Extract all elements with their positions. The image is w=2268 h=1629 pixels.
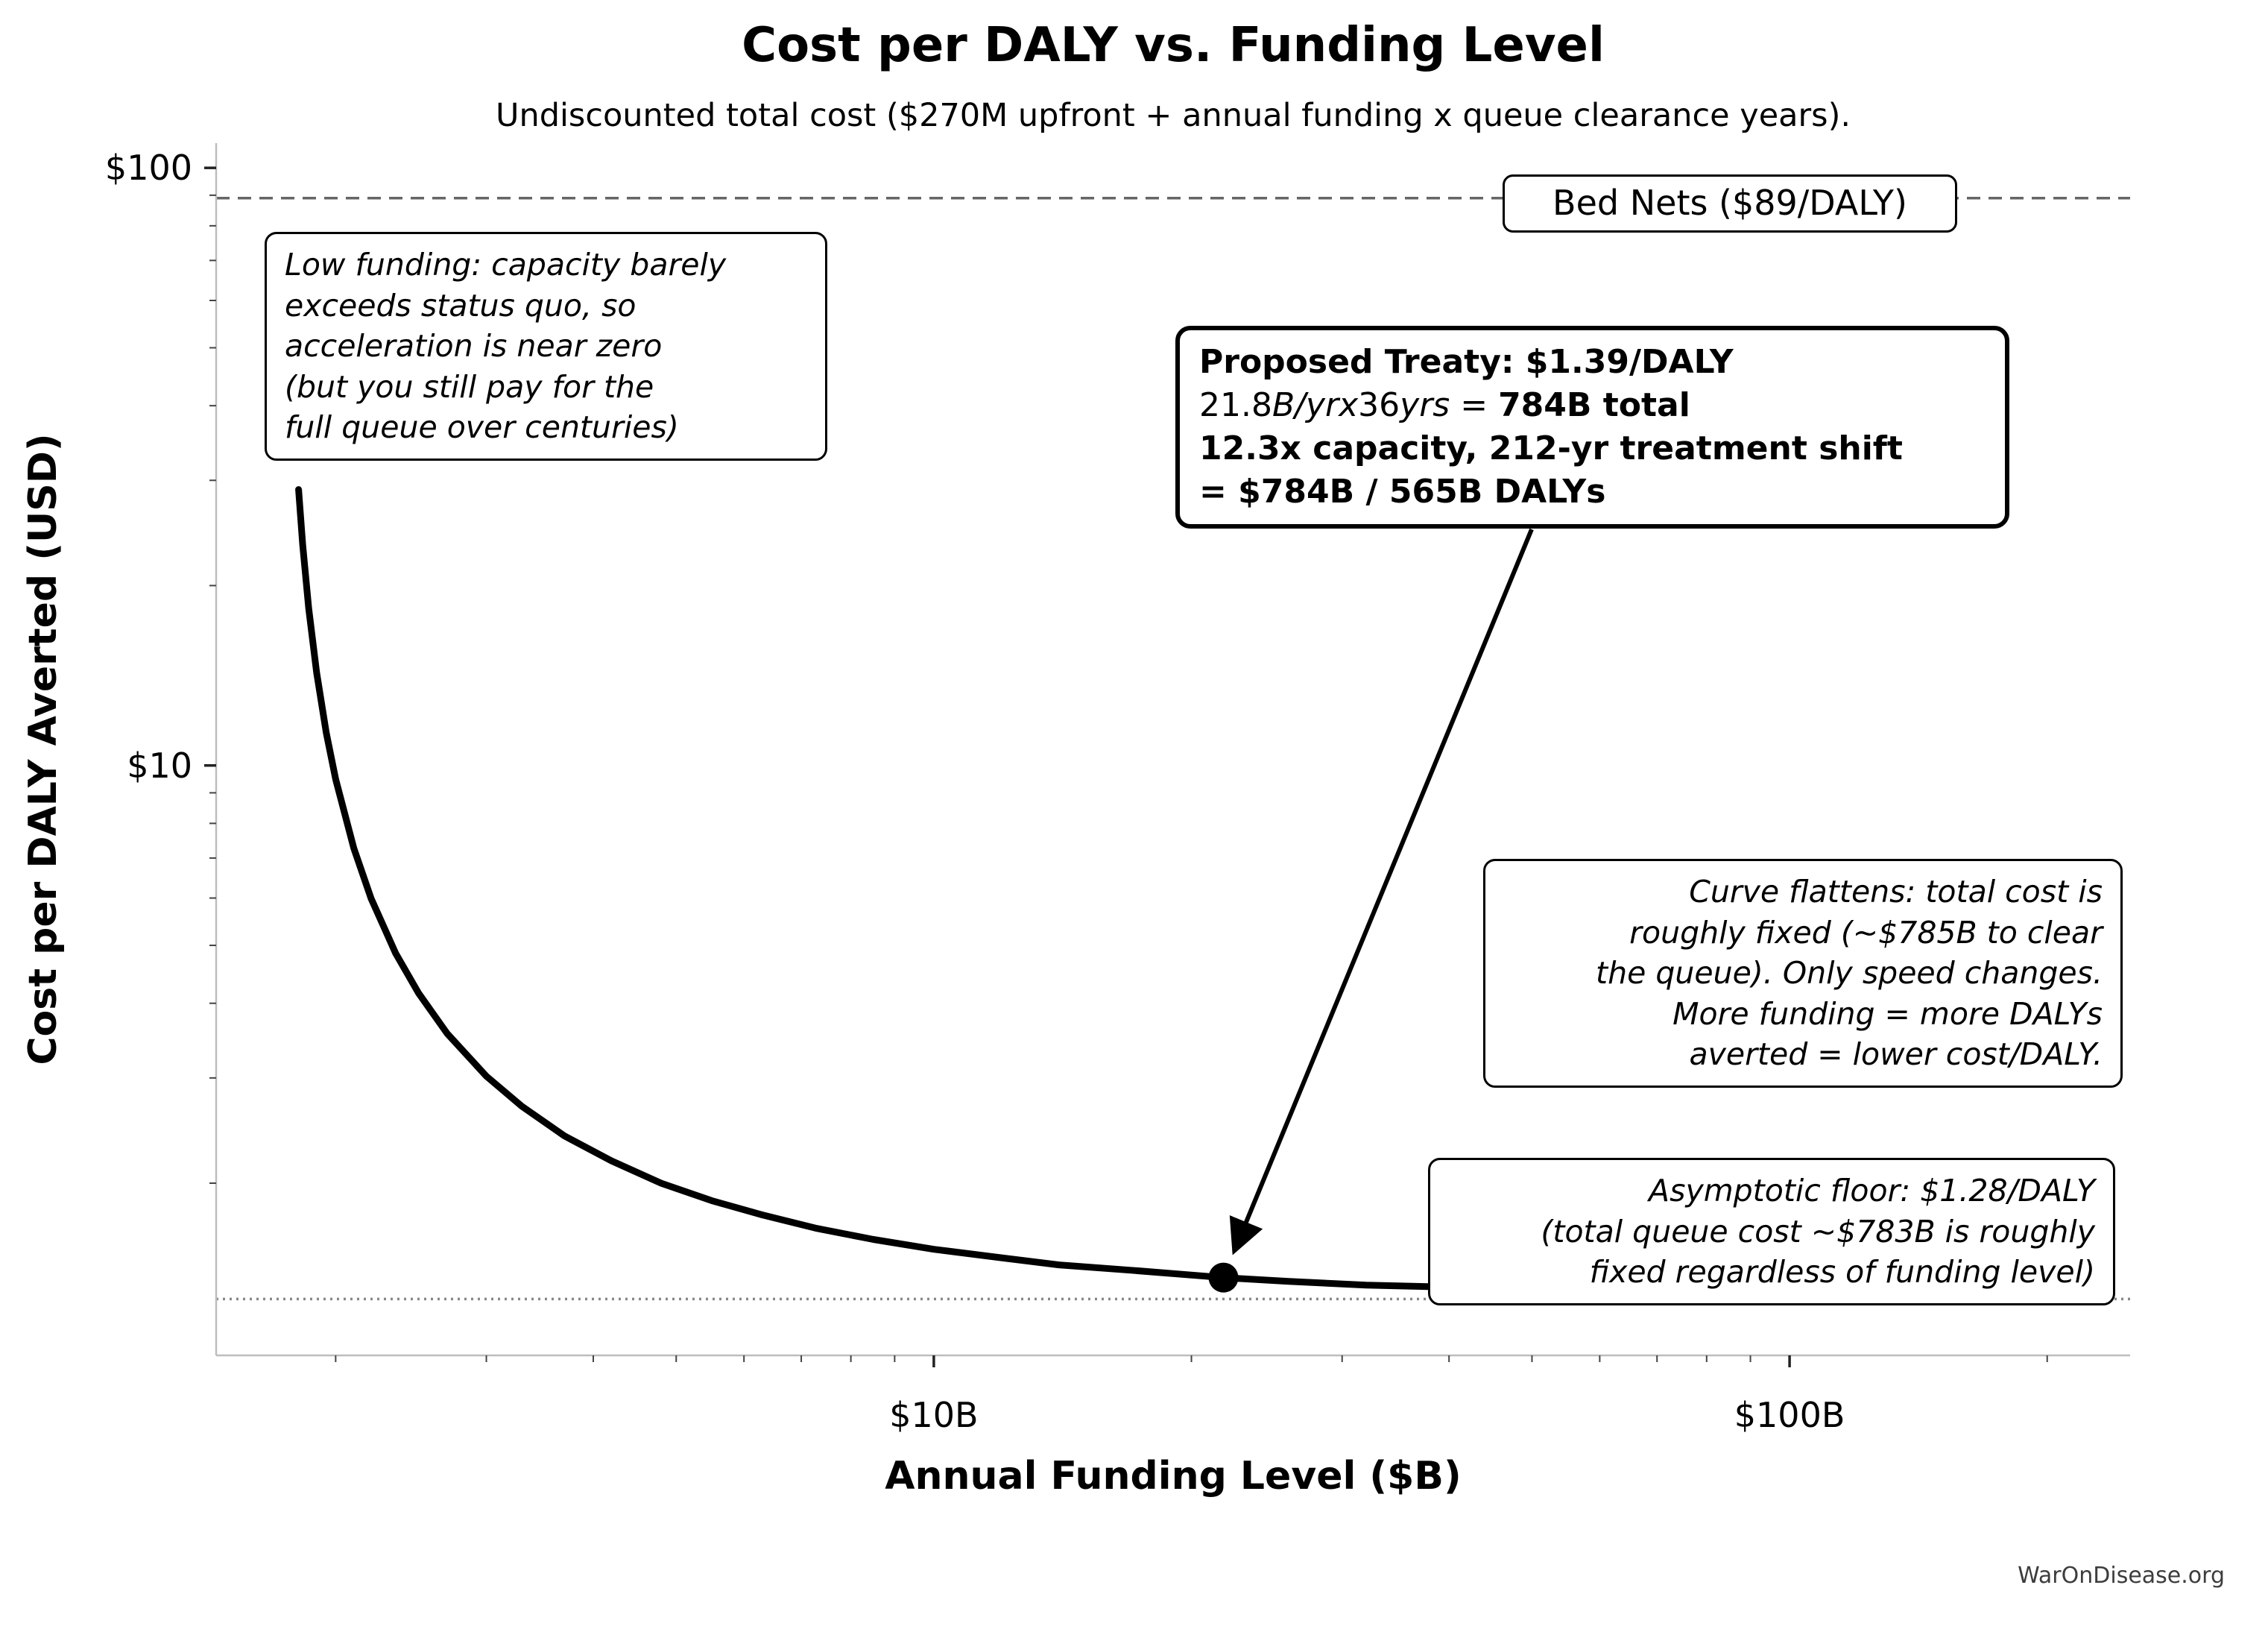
treaty-line-2-token: =	[1450, 386, 1499, 425]
treaty-line-2-token: 21.8	[1199, 386, 1272, 425]
chart-subtitle: Undiscounted total cost ($270M upfront +…	[495, 97, 1851, 134]
annotation-asymptotic-floor: Asymptotic floor: $1.28/DALY (total queu…	[1428, 1158, 2115, 1305]
annotation-proposed-treaty: Proposed Treaty: $1.39/DALY 21.8B/yrx36y…	[1175, 326, 2009, 529]
annotation-curve-flattens: Curve flattens: total cost is roughly fi…	[1483, 859, 2123, 1088]
treaty-line-4: = $784B / 565B DALYs	[1199, 473, 1606, 511]
watermark: WarOnDisease.org	[2018, 1563, 2225, 1589]
treaty-line-2-token: 36	[1358, 386, 1400, 425]
treaty-line-2-token: 784B total	[1498, 386, 1690, 425]
x-tick-label-$100B: $100B	[1734, 1395, 1845, 1435]
treaty-line-2-token: yrs	[1400, 386, 1450, 425]
treaty-line-2-token: x	[1339, 386, 1359, 425]
chart-title: Cost per DALY vs. Funding Level	[742, 18, 1605, 73]
treaty-arrow	[1229, 528, 1534, 1255]
x-axis-label: Annual Funding Level ($B)	[885, 1454, 1462, 1499]
treaty-line-2-token: B/yr	[1272, 386, 1339, 425]
treaty-line-1: Proposed Treaty: $1.39/DALY	[1199, 343, 1734, 381]
y-tick-label-$10: $10	[127, 745, 192, 786]
treaty-marker-dot	[1208, 1262, 1239, 1293]
x-tick-label-$10B: $10B	[889, 1395, 979, 1435]
y-tick-label-$100: $100	[104, 148, 192, 189]
treaty-line-3: 12.3x capacity, 212-yr treatment shift	[1199, 429, 1903, 468]
annotation-low-funding: Low funding: capacity barely exceeds sta…	[265, 232, 827, 461]
treaty-line-2: 21.8B/yrx36yrs = 784B total	[1199, 384, 1986, 427]
bed-nets-reference-label: Bed Nets ($89/DALY)	[1503, 174, 1957, 233]
